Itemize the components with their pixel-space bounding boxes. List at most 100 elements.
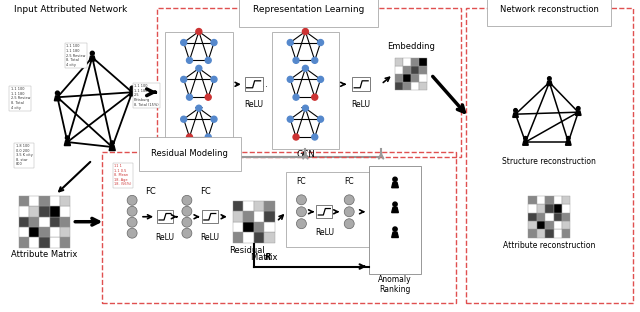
- Circle shape: [514, 109, 517, 112]
- Bar: [253, 211, 264, 222]
- Text: Matrix: Matrix: [251, 253, 280, 261]
- Circle shape: [293, 94, 299, 100]
- Bar: [419, 82, 427, 90]
- Bar: [411, 74, 419, 82]
- Bar: [537, 196, 545, 204]
- Bar: [29, 227, 39, 237]
- Bar: [411, 66, 419, 74]
- Bar: [395, 58, 403, 66]
- Bar: [39, 227, 50, 237]
- Circle shape: [90, 51, 94, 55]
- Bar: [287, 172, 381, 246]
- Bar: [264, 211, 275, 222]
- Bar: [403, 58, 411, 66]
- Text: Attribute Matrix: Attribute Matrix: [12, 250, 77, 259]
- Polygon shape: [575, 111, 581, 115]
- Bar: [243, 232, 253, 243]
- Circle shape: [393, 177, 397, 182]
- Bar: [233, 222, 243, 232]
- Circle shape: [312, 134, 317, 140]
- Text: 1.1 100
1.1 180
2.5 Review
8. Total
4 city: 1.1 100 1.1 180 2.5 Review 8. Total 4 ci…: [67, 45, 86, 67]
- Circle shape: [196, 105, 202, 111]
- Bar: [39, 217, 50, 227]
- Bar: [537, 212, 545, 221]
- Circle shape: [296, 207, 307, 217]
- Circle shape: [303, 105, 308, 111]
- Circle shape: [186, 134, 193, 140]
- Bar: [50, 237, 60, 248]
- Circle shape: [211, 116, 217, 122]
- Text: Representation Learning: Representation Learning: [253, 5, 364, 14]
- Bar: [529, 204, 537, 212]
- Polygon shape: [89, 56, 95, 61]
- Text: Input Attributed Network: Input Attributed Network: [13, 5, 127, 14]
- Text: ...: ...: [259, 79, 268, 89]
- Bar: [243, 211, 253, 222]
- Bar: [554, 204, 562, 212]
- Text: Attribute reconstruction: Attribute reconstruction: [503, 241, 596, 250]
- Bar: [253, 222, 264, 232]
- Circle shape: [287, 76, 293, 82]
- Bar: [243, 222, 253, 232]
- Text: FC: FC: [344, 177, 354, 186]
- Circle shape: [182, 228, 192, 238]
- Circle shape: [312, 94, 317, 100]
- Text: FC: FC: [200, 187, 211, 196]
- Bar: [233, 211, 243, 222]
- Bar: [60, 237, 70, 248]
- Circle shape: [205, 94, 211, 100]
- Bar: [419, 66, 427, 74]
- Circle shape: [296, 195, 307, 205]
- Text: 11 1
1.1 0.5
8. Mean
18. Age
18. (56%): 11 1 1.1 0.5 8. Mean 18. Age 18. (56%): [114, 164, 132, 186]
- Bar: [545, 204, 554, 212]
- Bar: [60, 196, 70, 206]
- Polygon shape: [566, 141, 571, 145]
- Circle shape: [548, 77, 551, 80]
- Circle shape: [393, 202, 397, 207]
- Circle shape: [211, 40, 217, 46]
- Text: Residual: Residual: [228, 246, 264, 255]
- Bar: [19, 196, 29, 206]
- Bar: [316, 205, 332, 218]
- Bar: [554, 212, 562, 221]
- Bar: [29, 217, 39, 227]
- Circle shape: [287, 116, 293, 122]
- Bar: [562, 212, 570, 221]
- Bar: [369, 166, 421, 274]
- Circle shape: [205, 57, 211, 63]
- Text: GCN: GCN: [296, 150, 315, 159]
- Circle shape: [186, 94, 193, 100]
- Text: FC: FC: [145, 187, 156, 196]
- Bar: [545, 196, 554, 204]
- Circle shape: [393, 227, 397, 231]
- Polygon shape: [392, 232, 398, 237]
- Bar: [529, 221, 537, 229]
- Bar: [39, 206, 50, 217]
- Bar: [529, 212, 537, 221]
- Bar: [50, 217, 60, 227]
- Circle shape: [110, 141, 114, 145]
- Bar: [157, 7, 461, 157]
- Bar: [352, 77, 370, 91]
- Circle shape: [127, 206, 137, 216]
- Text: ...: ...: [300, 100, 311, 110]
- Circle shape: [524, 136, 527, 140]
- Text: ...: ...: [390, 249, 401, 259]
- Bar: [50, 227, 60, 237]
- Bar: [529, 196, 537, 204]
- Circle shape: [127, 195, 137, 205]
- Polygon shape: [513, 113, 518, 117]
- Bar: [253, 201, 264, 211]
- Text: R: R: [264, 253, 271, 261]
- Bar: [50, 206, 60, 217]
- Circle shape: [56, 91, 60, 95]
- Circle shape: [205, 134, 211, 140]
- Bar: [102, 152, 456, 303]
- Bar: [60, 227, 70, 237]
- Circle shape: [127, 217, 137, 227]
- Circle shape: [180, 116, 187, 122]
- Bar: [562, 196, 570, 204]
- Bar: [562, 229, 570, 238]
- Bar: [244, 77, 262, 91]
- Circle shape: [287, 40, 293, 46]
